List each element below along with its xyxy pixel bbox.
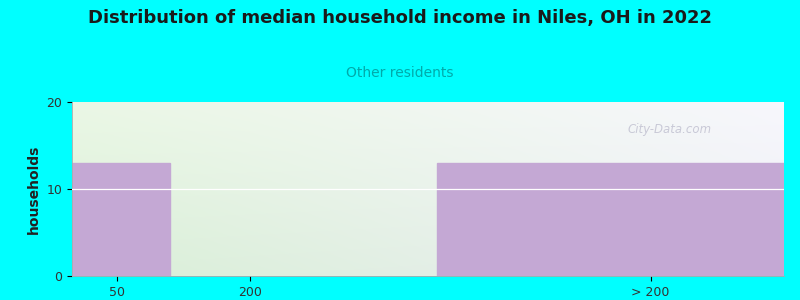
Bar [72,163,170,276]
Text: Distribution of median household income in Niles, OH in 2022: Distribution of median household income … [88,9,712,27]
Y-axis label: households: households [27,144,41,234]
Bar [437,163,784,276]
Text: Other residents: Other residents [346,66,454,80]
Text: City-Data.com: City-Data.com [627,123,711,136]
